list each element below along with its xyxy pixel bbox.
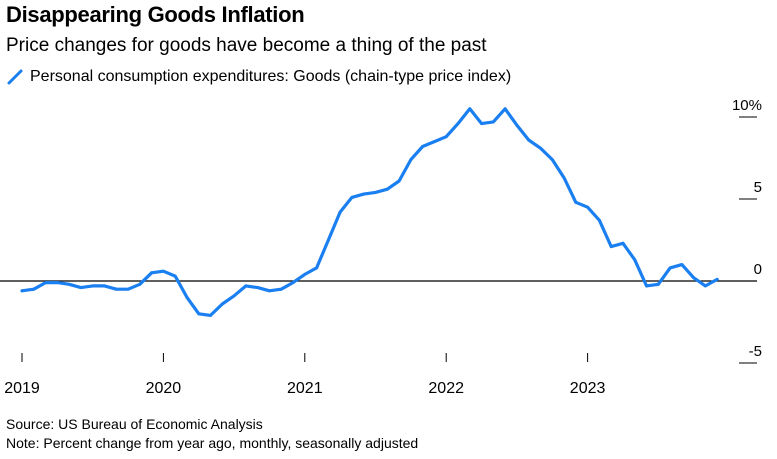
data-point: [374, 191, 377, 194]
data-point: [692, 276, 695, 280]
data-point: [480, 122, 483, 125]
data-point: [574, 200, 578, 204]
data-point: [656, 282, 660, 286]
data-point: [503, 107, 507, 111]
data-point: [256, 286, 260, 289]
data-point: [20, 289, 24, 293]
data-point: [209, 314, 212, 317]
data-point: [362, 192, 366, 196]
x-tick-label: 2023: [570, 380, 606, 397]
data-point: [232, 294, 236, 298]
footnote: Note: Percent change from year ago, mont…: [6, 435, 419, 451]
data-point: [327, 238, 330, 242]
data-point: [279, 287, 283, 291]
data-point: [91, 284, 95, 288]
y-axis-ticks: [739, 116, 757, 364]
data-point: [609, 245, 613, 249]
legend: Personal consumption expenditures: Goods…: [6, 67, 511, 87]
y-tick-label: 5: [754, 179, 762, 196]
data-point: [103, 284, 106, 288]
x-axis-labels: 2019 2020 2021 2022 2023: [4, 380, 605, 397]
data-point: [668, 266, 672, 270]
data-point: [197, 312, 201, 316]
data-point: [468, 107, 472, 111]
series-lines: [20, 107, 719, 317]
y-axis-labels: 10% 5 0 -5: [732, 97, 762, 360]
data-point: [79, 286, 83, 289]
data-point: [421, 145, 424, 148]
data-point: [185, 296, 189, 299]
data-point: [150, 271, 154, 275]
data-point: [527, 138, 531, 142]
data-point: [550, 158, 554, 162]
data-point: [409, 158, 413, 162]
data-point: [598, 218, 601, 222]
legend-swatch-icon: [7, 69, 23, 85]
data-point: [56, 281, 59, 284]
y-tick-label: -5: [749, 343, 762, 360]
data-point: [491, 120, 495, 124]
data-point: [704, 284, 707, 288]
data-point: [397, 179, 401, 183]
data-point: [385, 187, 389, 191]
chart-subtitle: Price changes for goods have become a th…: [6, 35, 487, 56]
chart-title: Disappearing Goods Inflation: [6, 2, 305, 27]
x-tick-label: 2021: [287, 380, 323, 397]
data-point: [539, 146, 542, 150]
data-point: [138, 282, 142, 286]
data-point: [433, 140, 436, 144]
data-point: [621, 241, 625, 245]
data-point: [680, 263, 684, 266]
data-point: [291, 281, 295, 284]
data-point: [32, 287, 36, 291]
data-point: [126, 287, 130, 291]
y-tick-label: 10%: [732, 97, 762, 114]
data-point: [315, 266, 318, 270]
data-point: [303, 273, 307, 276]
series-line: [20, 107, 719, 317]
data-point: [586, 205, 589, 209]
source-note: Source: US Bureau of Economic Analysis: [6, 416, 263, 432]
data-point: [114, 287, 118, 291]
data-point: [645, 284, 648, 288]
data-point: [350, 196, 354, 199]
data-point: [633, 258, 637, 262]
data-point: [562, 176, 566, 180]
x-axis-ticks: [21, 353, 589, 362]
data-point: [244, 284, 248, 288]
data-point: [173, 274, 177, 278]
data-point: [268, 289, 271, 293]
data-point: [220, 302, 224, 306]
data-point: [338, 210, 342, 214]
data-point: [715, 278, 719, 281]
x-tick-label: 2019: [4, 380, 40, 397]
data-point: [515, 123, 519, 127]
data-point: [444, 135, 448, 139]
x-tick-label: 2022: [428, 380, 464, 397]
data-point: [162, 269, 165, 273]
x-tick-label: 2020: [146, 380, 182, 397]
y-tick-label: 0: [754, 261, 762, 278]
legend-label: Personal consumption expenditures: Goods…: [30, 68, 512, 85]
data-point: [44, 281, 47, 284]
data-point: [456, 122, 460, 125]
data-point: [67, 282, 71, 286]
